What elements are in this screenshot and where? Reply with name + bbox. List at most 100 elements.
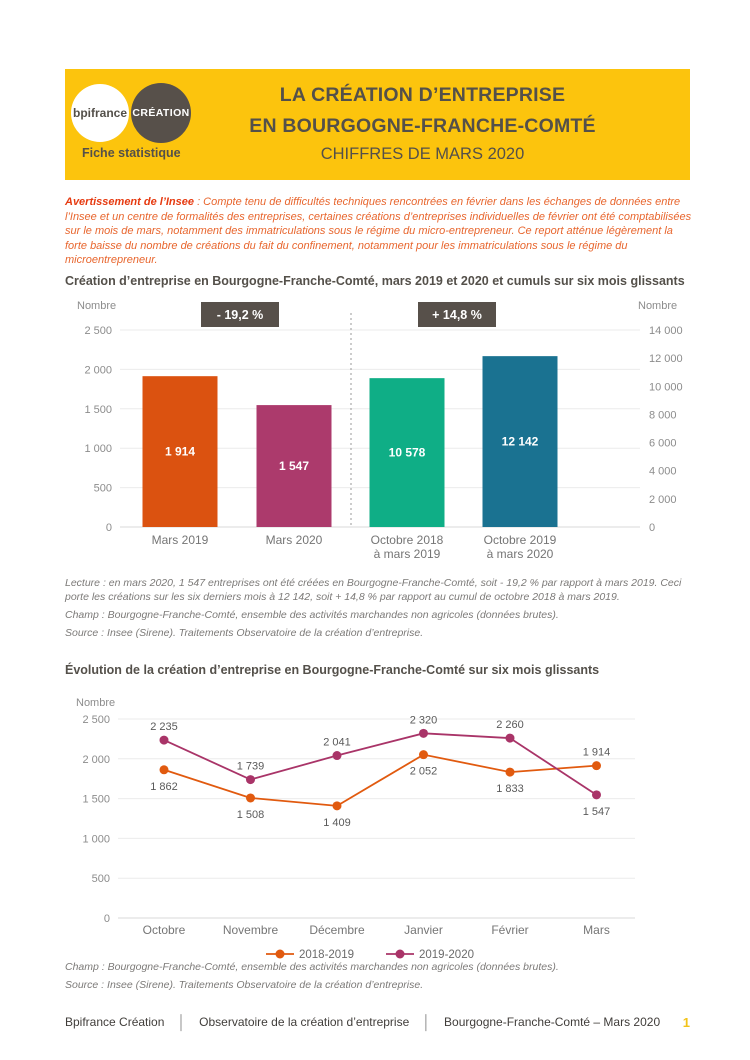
left-axis-tick-label: 1 500	[84, 404, 112, 416]
right-axis-tick-label: 6 000	[649, 438, 677, 450]
bar	[142, 376, 218, 527]
note-source: Source : Insee (Sirene). Traitements Obs…	[65, 979, 424, 991]
right-axis-tick-label: 2 000	[649, 494, 677, 506]
page-footer: Bpifrance Création │ Observatoire de la …	[65, 1014, 690, 1030]
bar	[256, 405, 332, 527]
bar-value-label: 12 142	[502, 435, 539, 449]
data-point	[159, 735, 169, 745]
fiche-statistique-label: Fiche statistique	[82, 146, 181, 160]
left-axis-tick-label: 1 000	[84, 443, 112, 455]
data-point-label: 2 235	[150, 721, 178, 733]
data-point	[246, 793, 255, 803]
footer-separator: │	[177, 1014, 187, 1030]
data-point	[505, 767, 515, 777]
data-point-label: 1 914	[583, 747, 611, 759]
left-axis-tick-label: 500	[94, 483, 112, 495]
notice-body: : Compte tenu de difficultés techniques …	[65, 196, 692, 266]
left-axis-tick-label: 2 000	[84, 364, 112, 376]
data-point-label: 1 833	[496, 783, 524, 795]
data-point-label: 2 320	[410, 714, 438, 726]
bar-right-axis-unit: Nombre	[638, 300, 678, 312]
footer-item-observatory: Observatoire de la création d’entreprise	[199, 1015, 410, 1029]
bar-category-label: Mars 2020	[266, 533, 323, 547]
right-axis-tick-label: 8 000	[649, 409, 677, 421]
y-axis-tick-label: 500	[92, 873, 110, 885]
bar-value-label: 1 547	[279, 459, 309, 473]
data-point	[159, 765, 169, 775]
data-point-label: 2 041	[323, 737, 351, 749]
line-chart: 0 500 1 000 1 500 2 000 2 500 Octobre Novembre D…	[82, 714, 635, 961]
data-point-label: 1 508	[237, 809, 265, 821]
legend-label: 2018-2019	[299, 949, 354, 961]
variation-badge-cumul: + 14,8 %	[418, 302, 496, 327]
x-axis-category-label: Novembre	[223, 923, 279, 937]
note-source: Source : Insee (Sirene). Traitements Obs…	[65, 626, 424, 639]
bar-value-label: 1 914	[165, 445, 195, 459]
bar-chart-title: Création d’entreprise en Bourgogne-Franc…	[65, 274, 685, 288]
line-axis-unit: Nombre	[76, 697, 116, 709]
note-lecture: Lecture : en mars 2020, 1 547 entreprise…	[65, 577, 682, 603]
data-point	[505, 733, 515, 743]
right-axis-tick-label: 12 000	[649, 353, 683, 365]
right-axis-tick-label: 14 000	[649, 325, 683, 337]
footer-item-region-date: Bourgogne-Franche-Comté – Mars 2020	[444, 1015, 661, 1029]
data-point	[246, 775, 255, 785]
y-axis-tick-label: 0	[104, 913, 110, 925]
line-chart-title: Évolution de la création d’entreprise en…	[65, 663, 600, 677]
bar	[369, 378, 445, 527]
y-axis-tick-label: 2 000	[82, 754, 110, 766]
right-axis-tick-label: 0	[649, 522, 655, 534]
note-champ: Champ : Bourgogne-Franche-Comté, ensembl…	[65, 961, 559, 973]
left-axis-tick-label: 2 500	[84, 325, 112, 337]
series-line	[163, 732, 597, 796]
bar-left-axis-unit: Nombre	[77, 300, 117, 312]
data-point-label: 1 547	[583, 806, 611, 818]
x-axis-category-label: Février	[491, 923, 528, 937]
line-chart-notes: Champ : Bourgogne-Franche-Comté, ensembl…	[65, 961, 693, 997]
footer-separator: │	[422, 1014, 432, 1030]
data-point-label: 1 862	[150, 781, 178, 793]
data-point	[332, 751, 342, 761]
right-axis-tick-label: 10 000	[649, 381, 683, 393]
bar-category-label: à mars 2019	[374, 547, 441, 561]
bpifrance-logo-text: bpifrance	[72, 106, 127, 120]
page-number: 1	[682, 1014, 690, 1030]
bar	[482, 356, 558, 527]
header-titles: LA CRÉATION D’ENTREPRISE EN BOURGOGNE-FR…	[200, 80, 645, 164]
data-point-label: 2 052	[410, 766, 438, 778]
bar-value-label: 10 578	[389, 446, 426, 460]
header-band: bpifrance CRÉATION Fiche statistique LA …	[65, 69, 690, 180]
series-line	[163, 753, 597, 807]
right-axis-tick-label: 4 000	[649, 466, 677, 478]
note-champ: Champ : Bourgogne-Franche-Comté, ensembl…	[65, 608, 559, 621]
data-point	[332, 801, 342, 811]
bar-chart: 0 500 1 000 1 500 2 000 2 500 0 2 000 4 000 6 000…	[84, 313, 683, 561]
bar-category-label: Octobre 2018	[371, 533, 444, 547]
variation-badge-march: - 19,2 %	[201, 302, 279, 327]
creation-logo-text: CRÉATION	[132, 107, 190, 119]
bar-chart-notes: Lecture : en mars 2020, 1 547 entreprise…	[65, 577, 693, 645]
bar-category-label: Octobre 2019	[484, 533, 557, 547]
bpifrance-logo: bpifrance	[71, 84, 129, 142]
data-point	[419, 750, 428, 760]
page-title-line2: EN BOURGOGNE-FRANCHE-COMTÉ	[249, 115, 596, 137]
y-axis-tick-label: 1 000	[82, 833, 110, 845]
y-axis-tick-label: 2 500	[82, 714, 110, 726]
notice-lead: Avertissement de l’Insee	[65, 196, 195, 208]
creation-logo: CRÉATION	[131, 83, 191, 143]
bar-category-label: à mars 2020	[487, 547, 554, 561]
legend-marker-dot	[275, 949, 285, 959]
insee-warning-notice: Avertissement de l’Insee : Compte tenu d…	[65, 195, 693, 268]
left-axis-tick-label: 0	[106, 522, 112, 534]
data-point-label: 1 409	[323, 817, 351, 829]
data-point	[592, 790, 601, 800]
data-point-label: 1 739	[237, 761, 265, 773]
page-title-line1: LA CRÉATION D’ENTREPRISE	[279, 84, 566, 106]
footer-item-brand: Bpifrance Création	[65, 1015, 165, 1029]
data-point-label: 2 260	[496, 719, 524, 731]
page-subtitle: CHIFFRES DE MARS 2020	[320, 145, 525, 163]
data-point	[419, 728, 428, 738]
legend-label: 2019-2020	[419, 949, 474, 961]
legend-marker-dot	[395, 949, 405, 959]
